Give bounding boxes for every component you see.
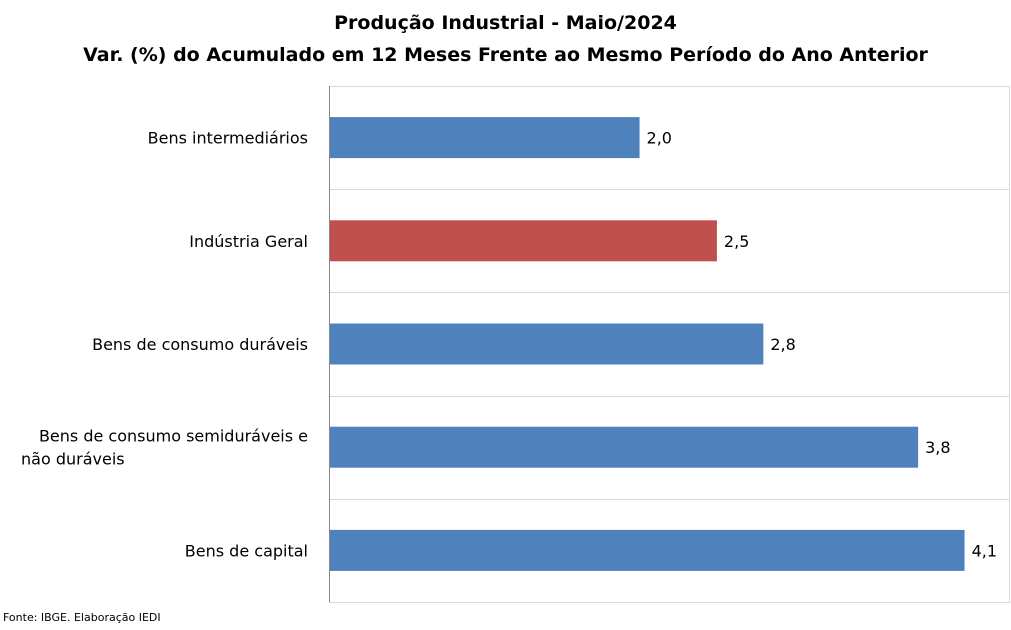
category-label-line: Indústria Geral [189, 232, 308, 251]
category-label: Bens de capital [185, 541, 308, 560]
source-note: Fonte: IBGE. Elaboração IEDI [3, 611, 161, 624]
bar [330, 529, 965, 571]
data-label: 2,5 [724, 232, 749, 251]
category-label: Bens de consumo semiduráveis e não duráve… [21, 427, 308, 469]
category-label-line: Bens intermediários [148, 129, 308, 148]
bars [330, 117, 965, 571]
category-label-line: Bens de consumo duráveis [92, 335, 308, 354]
category-label-line: não duráveis [21, 450, 125, 469]
bar [330, 426, 919, 468]
category-label: Bens de consumo duráveis [92, 335, 308, 354]
category-labels: Bens intermediários Indústria Geral Bens d… [21, 129, 308, 561]
data-label: 2,8 [770, 335, 795, 354]
data-label: 2,0 [647, 129, 672, 148]
category-label-line: Bens de capital [185, 541, 308, 560]
bar [330, 220, 717, 262]
category-label: Bens intermediários [148, 129, 308, 148]
data-label: 3,8 [925, 438, 950, 457]
value-labels: 2,0 2,5 2,8 3,8 4,1 [647, 129, 997, 561]
category-label-line: Bens de consumo semiduráveis e [39, 427, 308, 446]
category-label: Indústria Geral [189, 232, 308, 251]
bar [330, 117, 640, 159]
chart-subtitle: Var. (%) do Acumulado em 12 Meses Frente… [83, 44, 928, 66]
gridlines [329, 86, 1010, 603]
bar [330, 323, 764, 365]
chart-title: Produção Industrial - Maio/2024 [334, 12, 677, 34]
data-label: 4,1 [972, 541, 997, 560]
